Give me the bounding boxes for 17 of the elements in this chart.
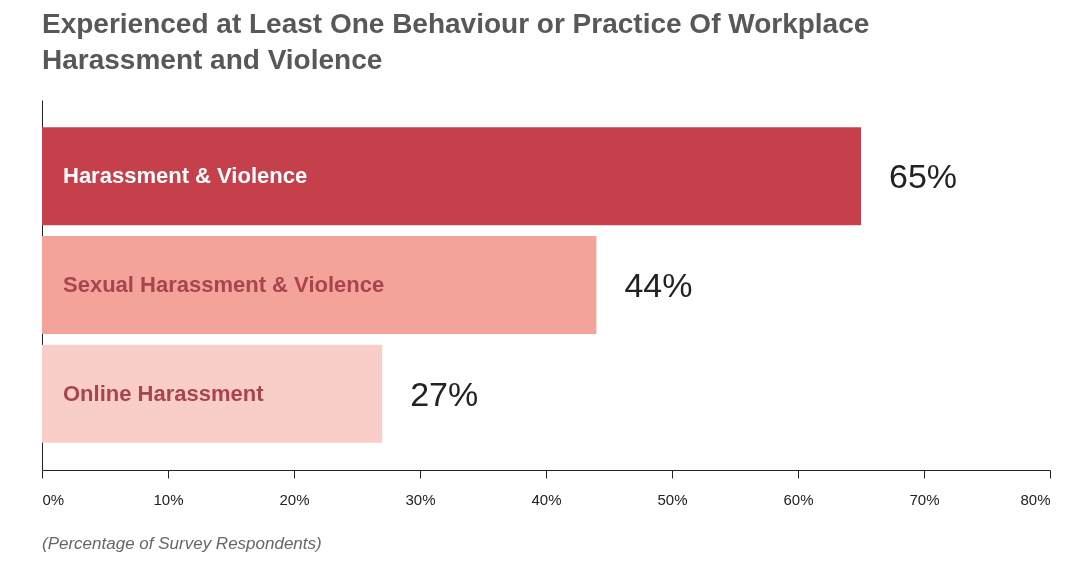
data-label: 44% xyxy=(624,266,693,304)
x-tick-label: 20% xyxy=(279,490,310,508)
x-tick-label: 80% xyxy=(1020,490,1051,508)
y-tick-label: Sexual Harassment & Violence xyxy=(63,272,385,297)
y-tick-label: Harassment & Violence xyxy=(63,163,308,189)
x-tick-label: 40% xyxy=(531,490,562,508)
x-tick-label: 50% xyxy=(657,490,688,508)
chart-title: Experienced at Least One Behaviour or Practice Of Workplace Harassment and Violence xyxy=(41,7,871,77)
x-tick-label: 70% xyxy=(909,490,940,508)
x-tick-label: 30% xyxy=(405,490,436,508)
y-tick-label: Online Harassment xyxy=(63,380,265,406)
x-tick-label: 60% xyxy=(783,490,814,508)
x-tick-label: 10% xyxy=(153,490,184,508)
data-label: 65% xyxy=(889,157,958,196)
data-label: 27% xyxy=(410,374,479,413)
x-tick-label: 0% xyxy=(42,490,65,508)
text: (Percentage of Survey Respondents) xyxy=(42,534,323,554)
